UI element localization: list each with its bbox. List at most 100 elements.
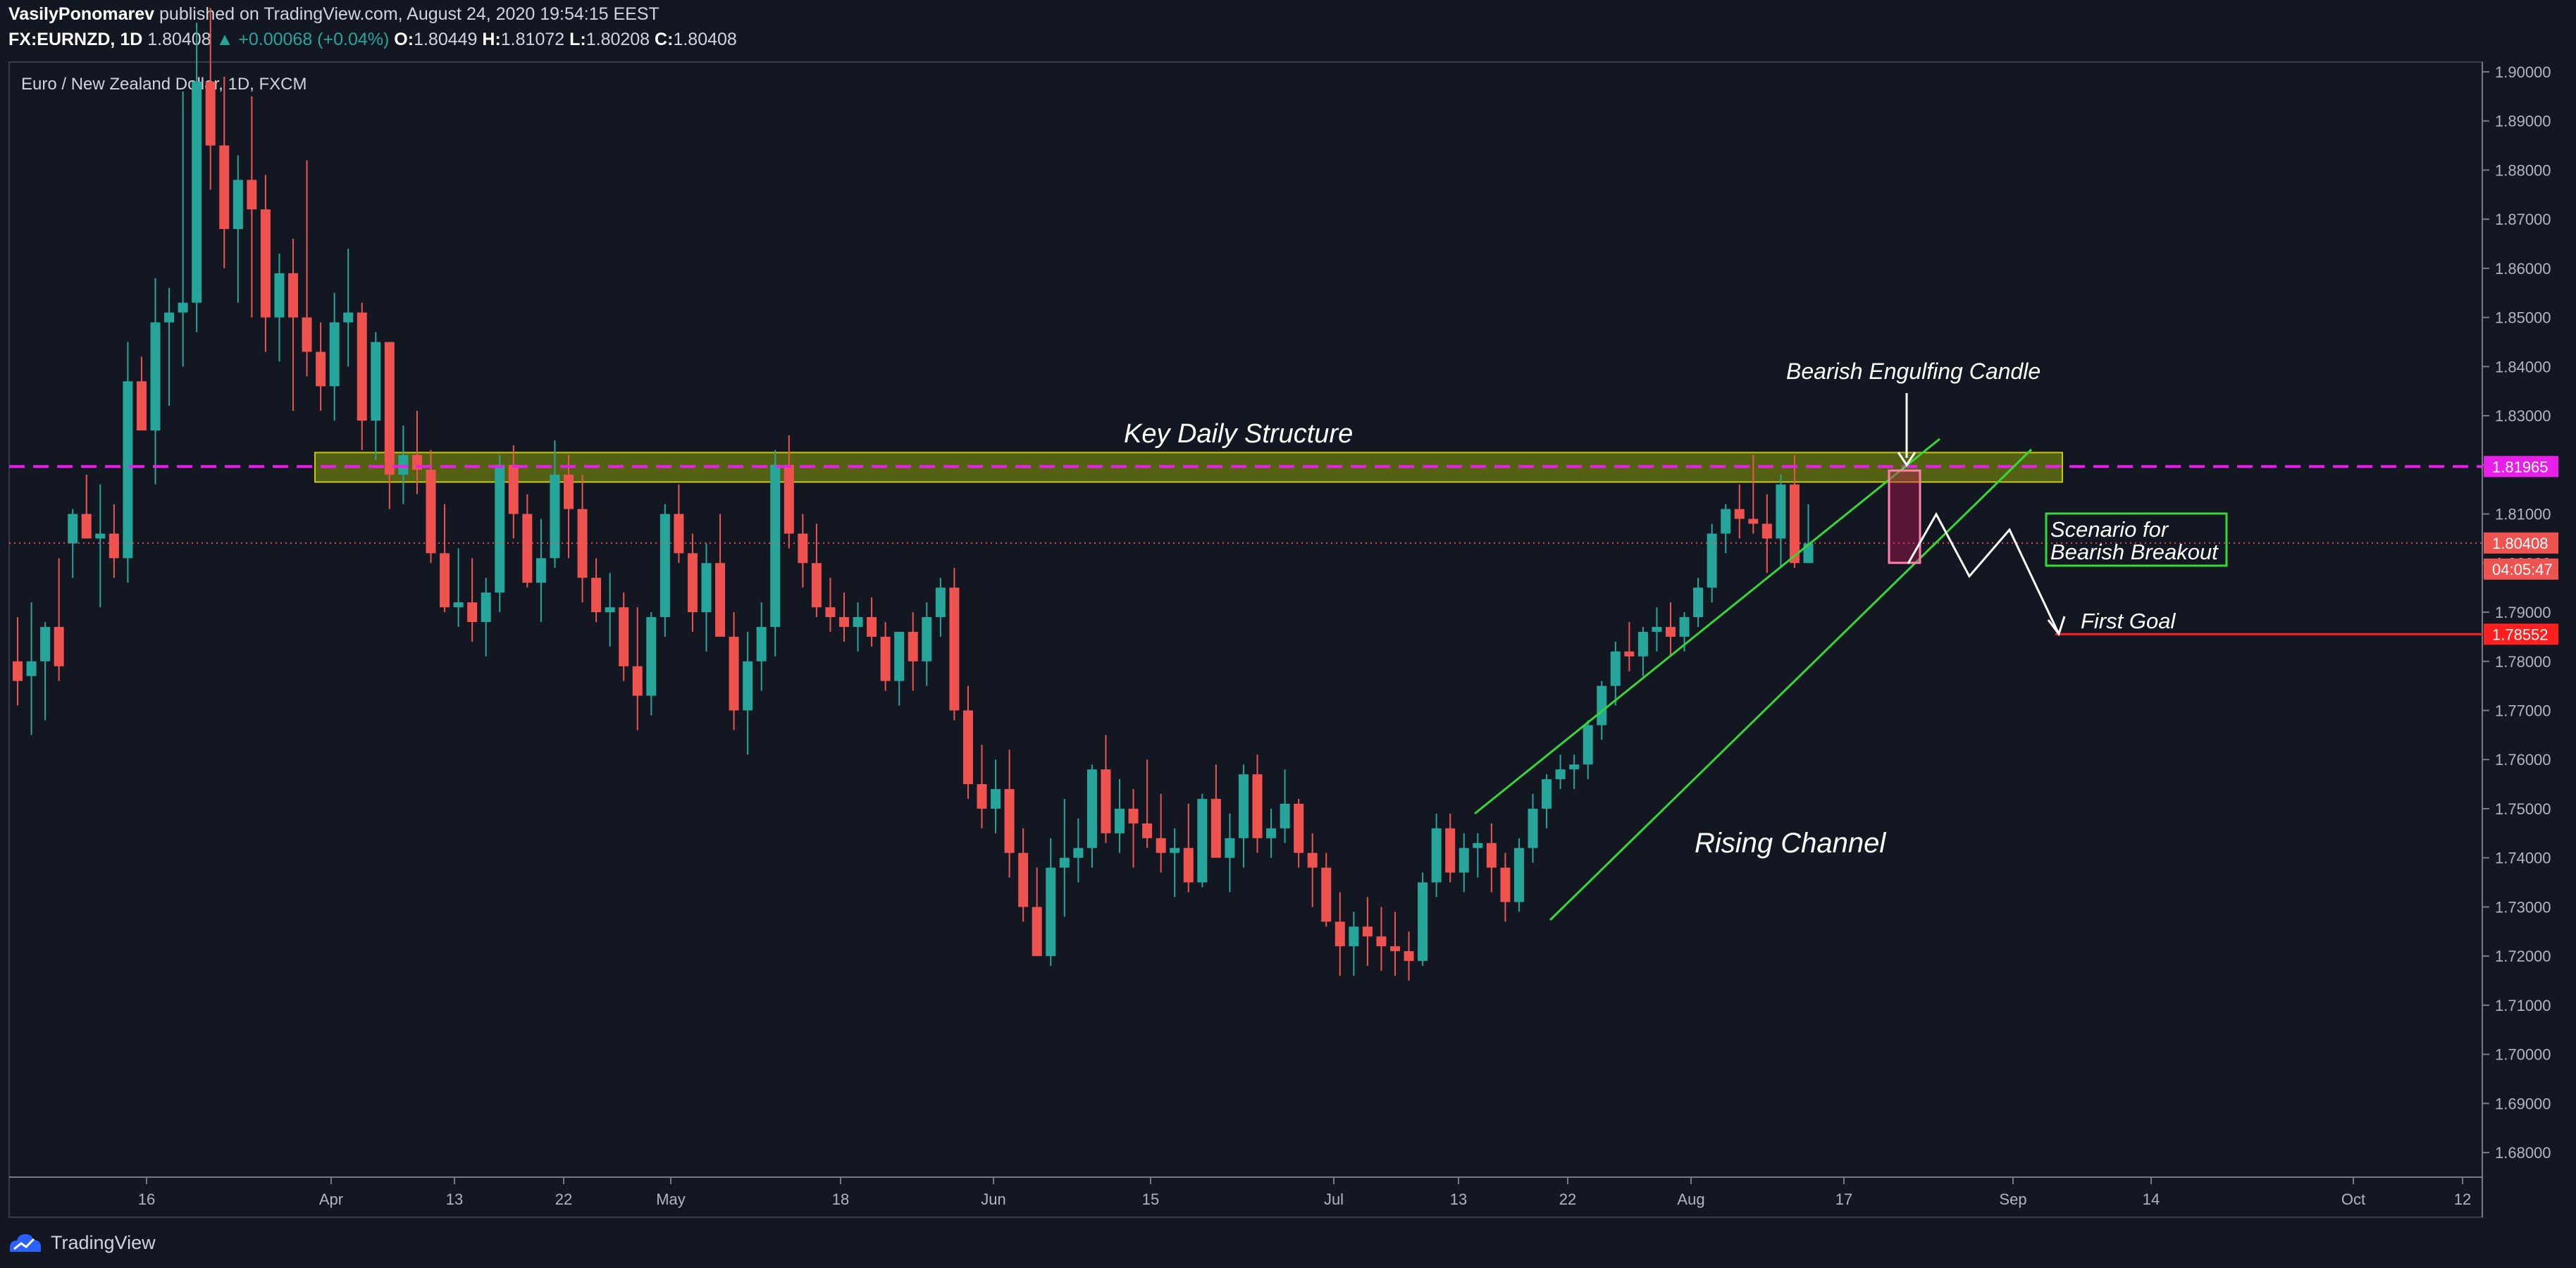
candle-body	[1666, 626, 1676, 637]
candle-body	[922, 617, 932, 661]
candles	[13, 8, 1814, 981]
candle-body	[646, 617, 657, 696]
candle-body	[853, 617, 863, 627]
candle-body	[1748, 518, 1759, 524]
candle-body	[68, 514, 78, 544]
y-tick-label: 1.77000	[2495, 702, 2551, 720]
candle-body	[564, 474, 574, 509]
candle-body	[398, 454, 409, 475]
candle-body	[1183, 847, 1194, 883]
y-tick-label: 1.81000	[2495, 506, 2551, 523]
candle-body	[1597, 685, 1607, 726]
candle-body	[825, 607, 836, 618]
candle-body	[1555, 769, 1566, 780]
candle-body	[316, 352, 326, 387]
candle-body	[674, 514, 684, 554]
y-tick-label: 1.79000	[2495, 604, 2551, 621]
candle-body	[1046, 867, 1056, 957]
countdown-badge: 04:05:47	[2492, 561, 2553, 578]
channel-lower-line	[1549, 448, 2033, 921]
candle-body	[1803, 543, 1814, 564]
tradingview-logo-icon[interactable]	[8, 1231, 44, 1255]
candle-body	[1294, 804, 1304, 853]
scenario-path	[1907, 511, 2060, 635]
candle-body	[26, 661, 37, 676]
candle-body	[508, 464, 519, 514]
last-price-badge: 1.80408	[2492, 535, 2549, 552]
candle-body	[1004, 789, 1015, 853]
x-tick-label: May	[656, 1191, 686, 1208]
candle-body	[481, 592, 491, 622]
x-tick-label: 12	[2454, 1191, 2471, 1208]
y-tick-label: 1.83000	[2495, 407, 2551, 425]
low-label: L:	[569, 30, 586, 49]
symbol[interactable]: FX:EURNZD, 1D	[8, 30, 143, 49]
candle-body	[1652, 626, 1662, 632]
candle-body	[715, 563, 726, 637]
brand-label[interactable]: TradingView	[51, 1231, 156, 1253]
x-tick-label: 18	[832, 1191, 849, 1208]
candle-body	[495, 464, 505, 593]
y-tick-label: 1.75000	[2495, 800, 2551, 818]
candle-body	[1362, 926, 1373, 937]
publish-line: VasilyPonomarev published on TradingView…	[8, 4, 660, 25]
y-tick-label: 1.89000	[2495, 113, 2551, 130]
y-tick-label: 1.85000	[2495, 309, 2551, 327]
candle-body	[1610, 651, 1621, 686]
price-axis[interactable]: 1.90000 1.89000 1.88000 1.87000 1.86000 1.850…	[2482, 63, 2551, 1162]
candle-body	[991, 789, 1001, 809]
symbol-line: FX:EURNZD, 1D 1.80408 ▲ +0.00068 (+0.04%…	[8, 30, 737, 50]
candle-body	[1197, 799, 1208, 883]
chart-header: VasilyPonomarev published on TradingView…	[0, 0, 2576, 61]
candle-body	[894, 631, 905, 681]
candle-body	[192, 81, 202, 303]
footer: TradingView	[8, 1227, 156, 1258]
candle-body	[591, 578, 602, 613]
y-tick-label: 1.68000	[2495, 1144, 2551, 1162]
candle-body	[274, 273, 285, 318]
candle-body	[1349, 926, 1359, 947]
x-tick-label: 14	[2143, 1191, 2160, 1208]
candle-body	[1513, 847, 1524, 902]
candle-body	[1018, 852, 1029, 907]
candle-body	[426, 469, 436, 554]
candle-body	[1445, 828, 1456, 873]
candle-body	[949, 588, 960, 711]
candle-body	[1266, 828, 1277, 838]
candle-body	[233, 180, 243, 230]
time-axis[interactable]: 16 Apr 13 22 May 18 Jun 15 Jul 13 22 Aug 17 Sep 14 Oct 1…	[138, 1177, 2471, 1208]
candle-body	[660, 514, 670, 618]
candle-body	[453, 602, 464, 608]
candle-body	[701, 563, 712, 613]
x-tick-label: Jun	[981, 1191, 1005, 1208]
author-name[interactable]: VasilyPonomarev	[8, 4, 155, 24]
last-price-badge-bg	[2484, 532, 2558, 554]
candle-body	[440, 553, 450, 608]
chart-title: Euro / New Zealand Dollar, 1D, FXCM	[21, 75, 306, 94]
countdown-badge-bg	[2484, 558, 2558, 580]
candle-body	[109, 533, 119, 559]
candle-body	[302, 317, 312, 352]
y-tick-label: 1.87000	[2495, 211, 2551, 228]
candle-body	[867, 617, 877, 637]
first-goal-badge-bg	[2484, 623, 2558, 645]
engulfing-label: Bearish Engulfing Candle	[1786, 359, 2041, 384]
candle-body	[1156, 838, 1166, 853]
x-tick-label: 22	[1559, 1191, 1576, 1208]
candle-body	[260, 209, 271, 318]
x-tick-label: Aug	[1677, 1191, 1704, 1208]
y-tick-label: 1.69000	[2495, 1095, 2551, 1112]
candle-body	[756, 626, 767, 661]
candle-body	[1486, 843, 1497, 868]
candle-body	[962, 710, 973, 785]
candle-body	[467, 602, 478, 622]
candle-body	[1624, 651, 1635, 657]
candle-body	[40, 626, 51, 661]
candle-body	[1789, 484, 1800, 564]
candle-body	[1418, 882, 1428, 962]
candle-body	[743, 661, 753, 711]
y-tick-label: 1.74000	[2495, 850, 2551, 867]
candle-body	[1637, 631, 1648, 657]
engulfing-arrowhead	[1897, 452, 1916, 467]
